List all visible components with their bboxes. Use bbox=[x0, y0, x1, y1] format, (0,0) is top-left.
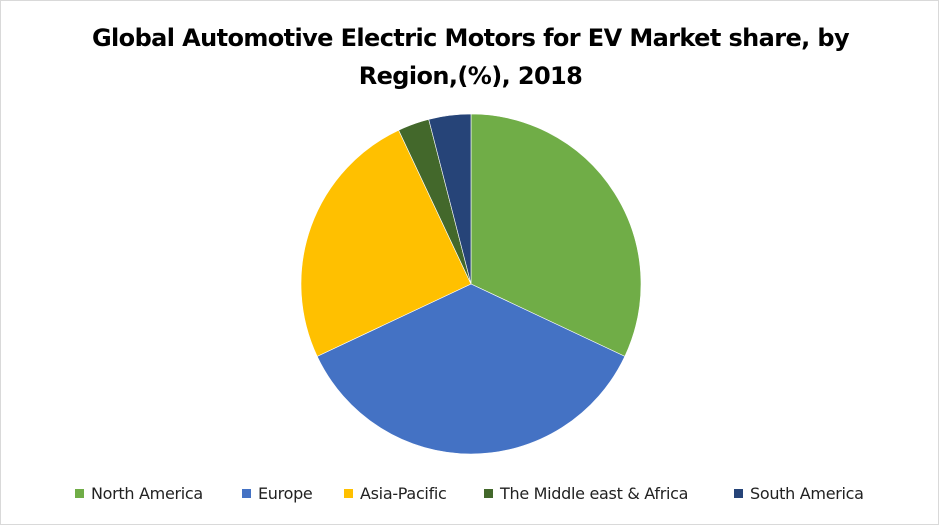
pie-slices bbox=[300, 113, 642, 455]
legend-label: Europe bbox=[258, 483, 313, 503]
legend-label: South America bbox=[750, 483, 864, 503]
legend-label: Asia-Pacific bbox=[360, 483, 447, 503]
pie-slice-north-america bbox=[470, 113, 642, 357]
legend-label: North America bbox=[91, 483, 203, 503]
pie-slice-asia-pacific bbox=[300, 129, 472, 357]
legend: North America Europe Asia-Pacific The Mi… bbox=[1, 481, 939, 505]
chart-title: Global Automotive Electric Motors for EV… bbox=[1, 19, 939, 95]
chart-title-line-1: Global Automotive Electric Motors for EV… bbox=[91, 24, 850, 52]
legend-item-middle-east-africa: The Middle east & Africa bbox=[484, 481, 688, 505]
legend-swatch bbox=[484, 488, 493, 498]
legend-swatch bbox=[734, 488, 743, 498]
legend-swatch bbox=[75, 488, 84, 498]
legend-label: The Middle east & Africa bbox=[500, 483, 689, 503]
legend-swatch bbox=[242, 488, 251, 498]
legend-swatch bbox=[344, 488, 353, 498]
chart-title-line-2: Region,(%), 2018 bbox=[358, 62, 583, 90]
legend-item-europe: Europe bbox=[242, 481, 313, 505]
legend-item-asia-pacific: Asia-Pacific bbox=[344, 481, 447, 505]
legend-item-south-america: South America bbox=[734, 481, 864, 505]
pie-slice-europe bbox=[316, 283, 626, 455]
pie-slice-south-america bbox=[428, 113, 472, 285]
legend-item-north-america: North America bbox=[75, 481, 203, 505]
